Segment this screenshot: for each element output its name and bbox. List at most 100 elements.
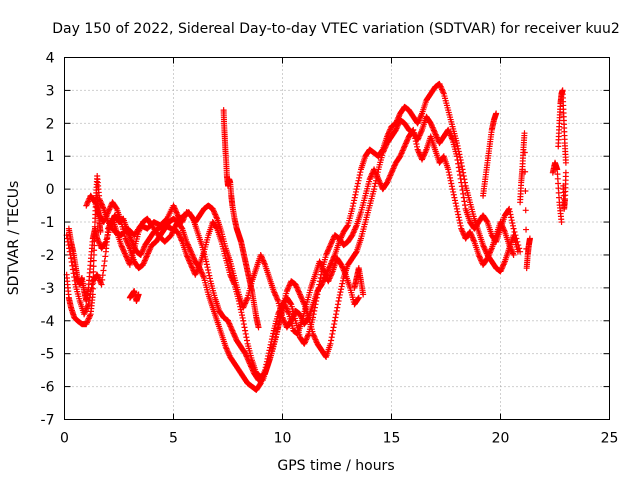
data-marker	[85, 301, 92, 308]
y-tick-label: -3	[41, 281, 55, 297]
data-marker	[451, 194, 458, 201]
data-marker	[69, 262, 76, 269]
data-marker	[102, 253, 109, 260]
plot-frame	[64, 57, 610, 420]
data-marker	[509, 219, 516, 226]
y-tick-label: -2	[41, 248, 55, 264]
data-marker	[558, 219, 565, 226]
y-tick-label: 2	[46, 116, 55, 132]
data-marker	[410, 126, 417, 133]
data-marker	[517, 248, 524, 255]
data-marker	[317, 274, 324, 281]
data-marker	[509, 222, 516, 229]
data-marker	[205, 269, 212, 276]
data-marker	[276, 317, 283, 324]
data-marker	[87, 288, 94, 295]
data-marker	[287, 300, 294, 307]
data-marker	[274, 328, 281, 335]
data-marker	[457, 219, 464, 226]
data-marker	[189, 214, 196, 221]
data-marker	[101, 258, 108, 265]
axis-ticks: 0 5 10 15 20 25 -7 -6 -5 -4 -3 -2 -1 0 1 2 3 4	[41, 51, 619, 447]
data-marker	[371, 186, 378, 193]
data-marker	[64, 235, 71, 242]
data-marker	[87, 291, 94, 298]
data-marker	[86, 294, 93, 301]
data-marker	[460, 172, 467, 179]
data-marker	[460, 169, 467, 176]
y-tick-label: 1	[46, 149, 55, 165]
data-marker	[356, 172, 363, 179]
y-tick-label: -6	[41, 380, 55, 396]
data-marker	[238, 309, 245, 316]
data-marker	[89, 281, 96, 288]
y-tick-label: 0	[46, 182, 55, 198]
data-marker	[203, 258, 210, 265]
data-marker	[445, 166, 452, 173]
data-marker	[458, 163, 465, 170]
data-marker	[354, 183, 361, 190]
x-tick-label: 25	[601, 431, 619, 447]
data-marker	[448, 183, 455, 190]
data-marker	[461, 198, 468, 205]
data-marker	[329, 327, 336, 334]
data-marker	[522, 168, 529, 175]
data-marker	[448, 180, 455, 187]
data-marker	[70, 270, 77, 277]
data-marker	[349, 205, 356, 212]
data-marker	[351, 194, 358, 201]
data-marker	[334, 301, 341, 308]
data-marker	[71, 274, 78, 281]
data-marker	[351, 197, 358, 204]
data-marker	[69, 266, 76, 273]
data-marker	[243, 334, 250, 341]
data-marker	[457, 222, 464, 229]
data-marker	[339, 280, 346, 287]
data-marker	[452, 197, 459, 204]
data-marker	[68, 259, 75, 266]
data-marker	[493, 110, 500, 117]
data-marker	[355, 294, 362, 301]
data-marker	[355, 295, 362, 302]
data-marker	[239, 314, 246, 321]
data-marker	[483, 218, 490, 225]
data-marker	[508, 214, 515, 221]
data-marker	[562, 159, 569, 166]
data-marker	[135, 291, 142, 298]
data-marker	[243, 337, 250, 344]
data-marker	[458, 179, 465, 186]
data-marker	[344, 223, 351, 230]
data-marker	[331, 321, 338, 328]
data-marker	[314, 291, 321, 298]
data-marker	[516, 245, 523, 252]
data-marker	[512, 232, 519, 239]
data-marker	[242, 330, 249, 337]
data-marker	[333, 311, 340, 318]
data-marker	[65, 242, 72, 249]
y-tick-label: -7	[41, 413, 55, 429]
x-tick-label: 20	[492, 431, 510, 447]
data-marker	[412, 138, 419, 145]
data-marker	[450, 191, 457, 198]
data-marker	[455, 214, 462, 221]
data-marker	[523, 226, 530, 233]
data-marker	[206, 275, 213, 282]
data-marker	[446, 172, 453, 179]
data-marker	[310, 311, 317, 318]
y-tick-label: 4	[46, 51, 55, 67]
data-marker	[460, 190, 467, 197]
data-marker	[455, 164, 462, 171]
data-marker	[313, 294, 320, 301]
data-marker	[349, 203, 356, 210]
data-marker	[311, 304, 318, 311]
data-marker	[203, 261, 210, 268]
data-marker	[453, 203, 460, 210]
data-marker	[66, 248, 73, 255]
data-marker	[450, 188, 457, 195]
data-marker	[336, 294, 343, 301]
data-marker	[456, 217, 463, 224]
data-marker	[352, 191, 359, 198]
data-marker	[330, 324, 337, 331]
y-axis-label: SDTVAR / TECUs	[6, 181, 22, 296]
data-marker	[510, 225, 517, 232]
